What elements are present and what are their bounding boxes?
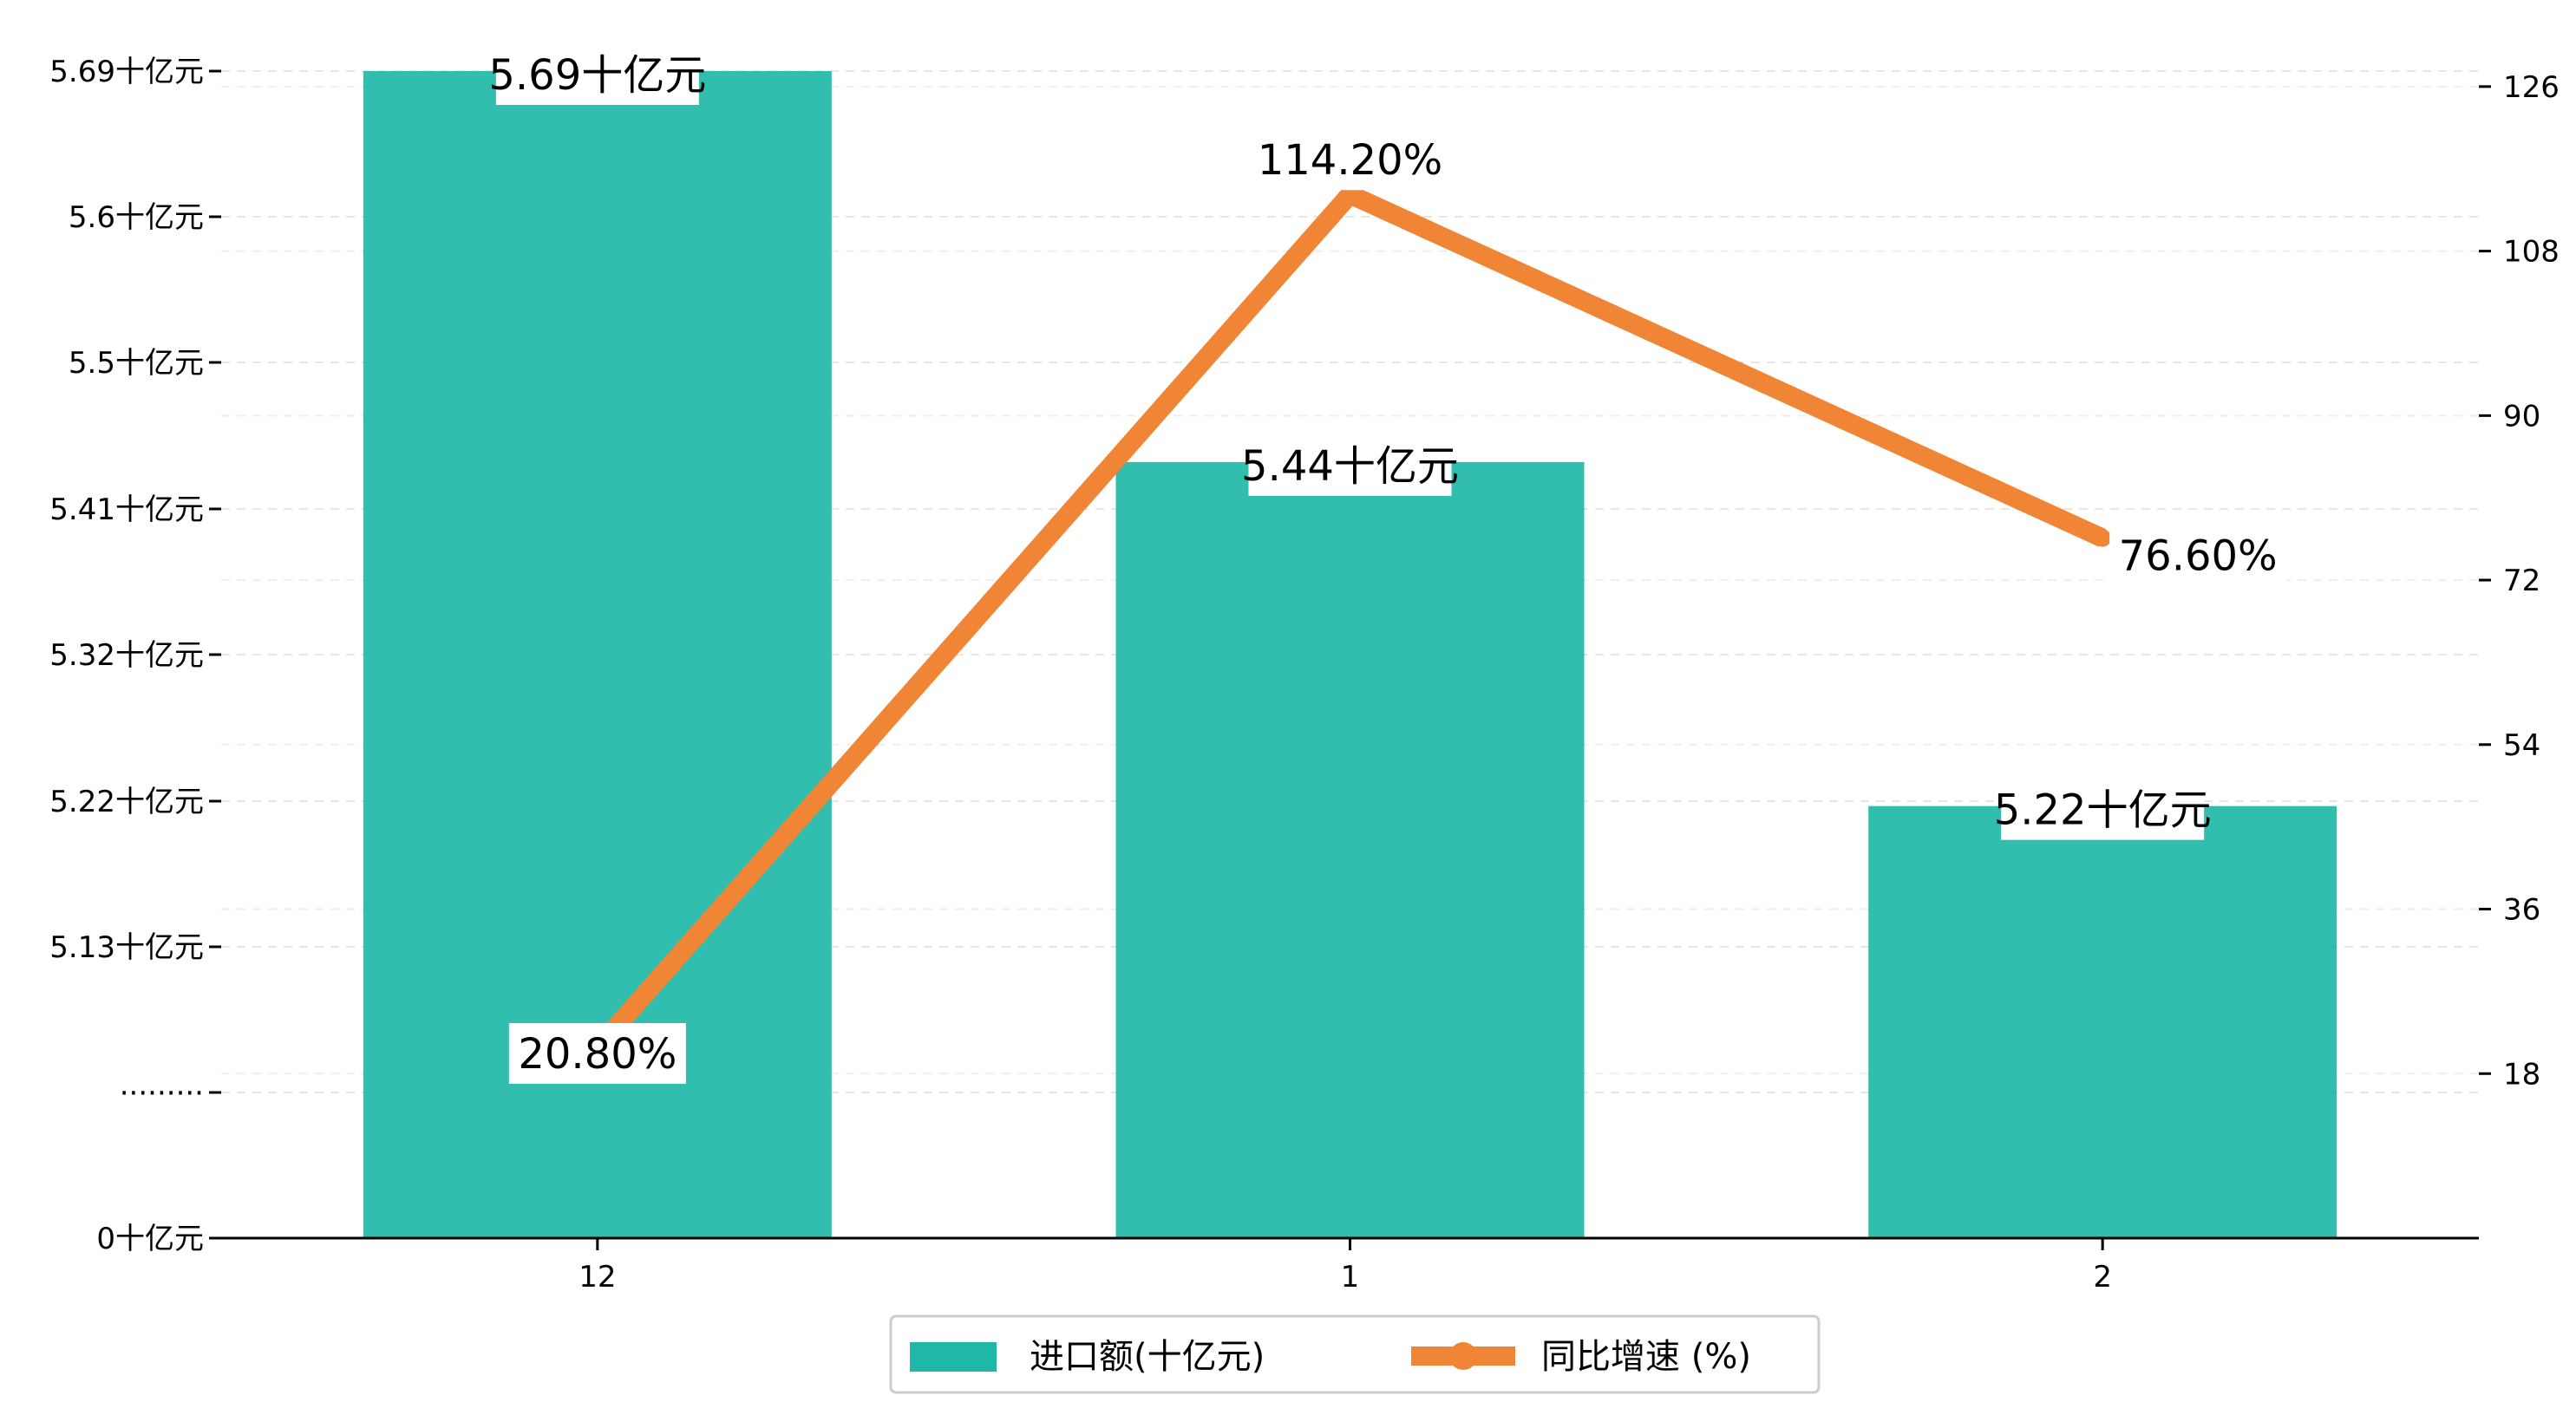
- legend-line-label: 同比增速 (%): [1541, 1337, 1751, 1377]
- bar-value-label: 5.22十亿元: [1994, 786, 2212, 835]
- right-tick-label: 54: [2503, 728, 2540, 763]
- legend: 进口额(十亿元) 同比增速 (%): [889, 1314, 1821, 1394]
- left-tick-label: 5.22十亿元: [49, 785, 204, 819]
- bar-series: [363, 71, 2337, 1238]
- line-value-label-bg: [2109, 525, 2287, 586]
- line-value-label-bg: [508, 1023, 686, 1084]
- bar-1: [1115, 461, 1585, 1238]
- legend-line-marker: [1449, 1342, 1477, 1370]
- legend-bar-label: 进口额(十亿元): [1030, 1337, 1265, 1377]
- bar-value-label: 5.69十亿元: [488, 51, 706, 100]
- left-tick-label: 0十亿元: [96, 1222, 204, 1256]
- left-tick-label: ·········: [120, 1076, 204, 1111]
- legend-box: [889, 1314, 1821, 1394]
- left-tick-label: 5.5十亿元: [69, 346, 204, 381]
- left-tick-label: 5.41十亿元: [49, 492, 204, 527]
- left-tick-label: 5.32十亿元: [49, 638, 204, 673]
- left-tick-label: 5.69十亿元: [49, 55, 204, 89]
- left-tick-label: 5.13十亿元: [49, 930, 204, 965]
- bar-value-label-bg: [1248, 434, 1452, 496]
- axes: 0十亿元 ········· 5.13十亿元 5.22十亿元 5.32十亿元 5.41十亿…: [49, 55, 2560, 1294]
- right-tick-label: 36: [2503, 893, 2540, 928]
- bar-value-label-bg: [2001, 779, 2205, 840]
- right-tick-label: 90: [2503, 399, 2540, 434]
- x-tick-label: 1: [1341, 1260, 1360, 1294]
- right-tick-label: 108: [2503, 235, 2560, 270]
- right-tick-label: 72: [2503, 564, 2540, 598]
- right-tick-label: 18: [2503, 1057, 2540, 1092]
- legend-bar-swatch: [910, 1342, 997, 1372]
- x-tick-label: 2: [2093, 1260, 2112, 1294]
- line-value-label: 20.80%: [518, 1030, 677, 1079]
- left-tick-label: 5.6十亿元: [69, 200, 204, 235]
- line-value-label: 76.60%: [2119, 532, 2278, 581]
- line-value-label-bg: [1248, 129, 1452, 191]
- line-value-label: 114.20%: [1258, 136, 1443, 185]
- data-labels: 5.69十亿元 5.44十亿元 5.22十亿元 20.80% 114.20% 76.60%: [488, 44, 2287, 1084]
- x-tick-label: 12: [579, 1260, 616, 1294]
- growth-point-2: [2094, 529, 2112, 547]
- right-tick-label: 126: [2503, 70, 2560, 105]
- bar-value-label-bg: [495, 44, 699, 105]
- bar-2: [1868, 805, 2337, 1238]
- bar-value-label: 5.44十亿元: [1241, 442, 1459, 491]
